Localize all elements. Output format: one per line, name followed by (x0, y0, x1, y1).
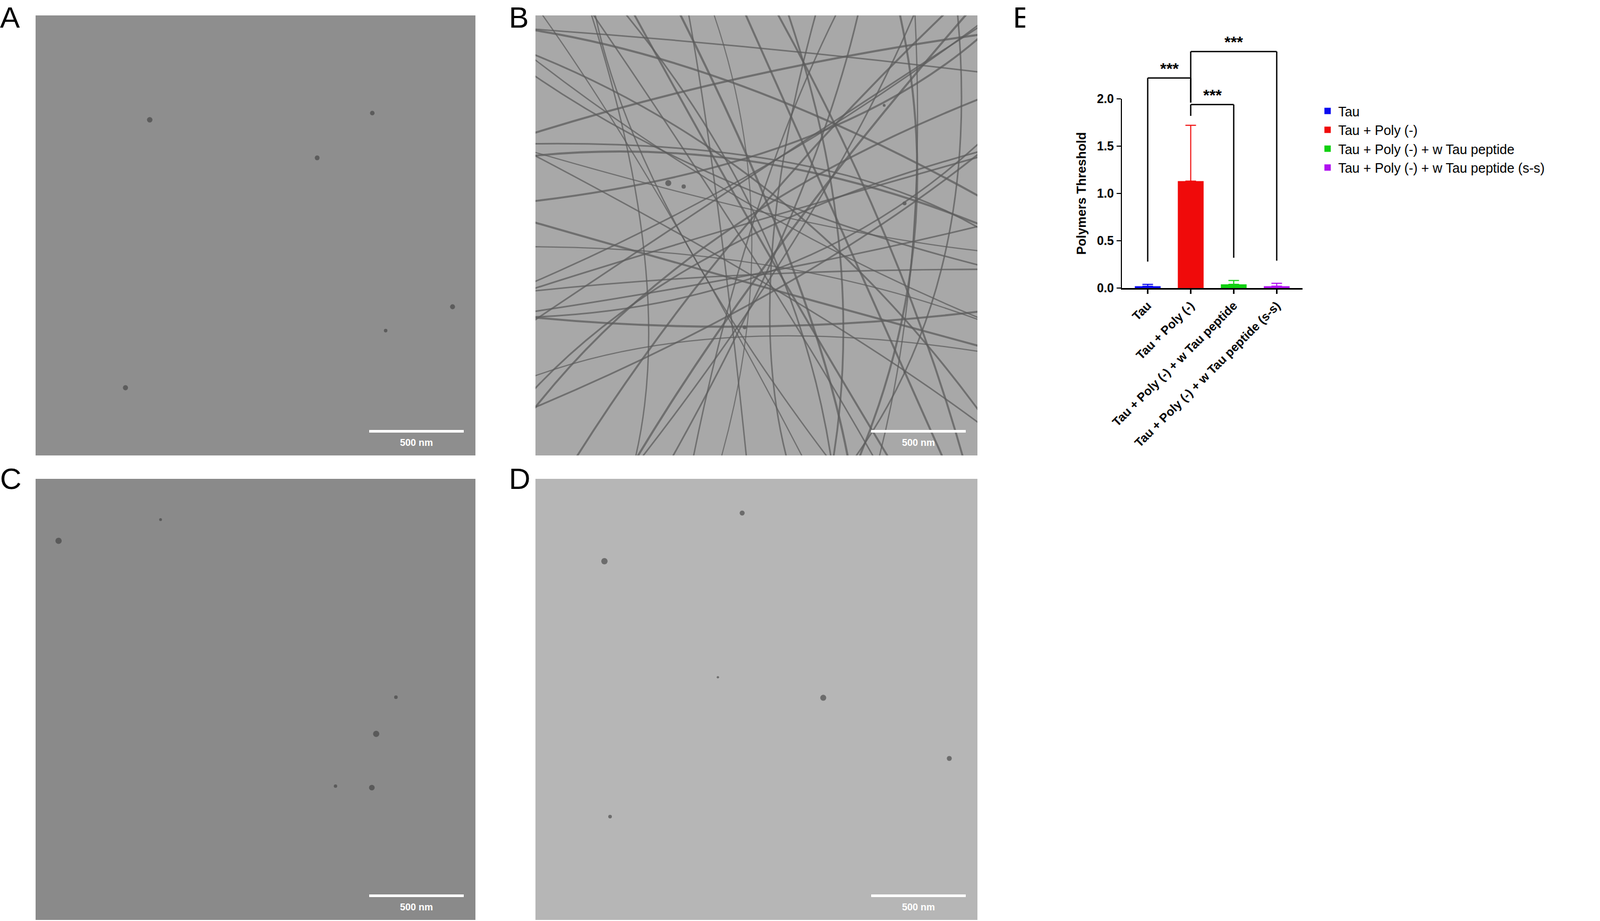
svg-text:2.0: 2.0 (1096, 91, 1114, 106)
html-text:A: A (0, 0, 20, 34)
svg-text:500 nm: 500 nm (901, 437, 935, 448)
svg-text:Tau: Tau (1338, 104, 1360, 119)
html-text:B: B (508, 0, 529, 34)
svg-text:Tau + Poly (-): Tau + Poly (-) (1338, 122, 1418, 138)
svg-text:***: *** (1160, 59, 1179, 78)
svg-text:1.5: 1.5 (1096, 139, 1114, 153)
svg-text:Tau + Poly (-) + w Tau peptide: Tau + Poly (-) + w Tau peptide (1338, 141, 1515, 157)
svg-text:0.0: 0.0 (1096, 281, 1114, 295)
svg-text:Tau: Tau (1129, 298, 1154, 323)
html-text:E: E (1013, 0, 1033, 34)
svg-text:Polymers Threshold: Polymers Threshold (1074, 132, 1089, 255)
svg-text:500 nm: 500 nm (400, 901, 433, 913)
svg-text:Tau + Poly (-) + w Tau peptide: Tau + Poly (-) + w Tau peptide (s-s) (1338, 160, 1545, 176)
svg-text:***: *** (1203, 86, 1222, 104)
svg-text:Tau + Poly (-) + w Tau peptide: Tau + Poly (-) + w Tau peptide (1109, 298, 1240, 429)
svg-text:Tau + Poly (-): Tau + Poly (-) (1133, 298, 1197, 363)
svg-text:500 nm: 500 nm (400, 437, 433, 448)
html-text:C: C (0, 461, 22, 496)
svg-text:Tau + Poly (-) + w Tau peptide: Tau + Poly (-) + w Tau peptide (s-s) (1132, 298, 1283, 450)
svg-text:0.5: 0.5 (1096, 233, 1114, 248)
html-text:D: D (508, 461, 531, 496)
svg-text:***: *** (1224, 32, 1244, 51)
svg-text:500 nm: 500 nm (901, 901, 935, 913)
svg-text:1.0: 1.0 (1096, 186, 1114, 201)
